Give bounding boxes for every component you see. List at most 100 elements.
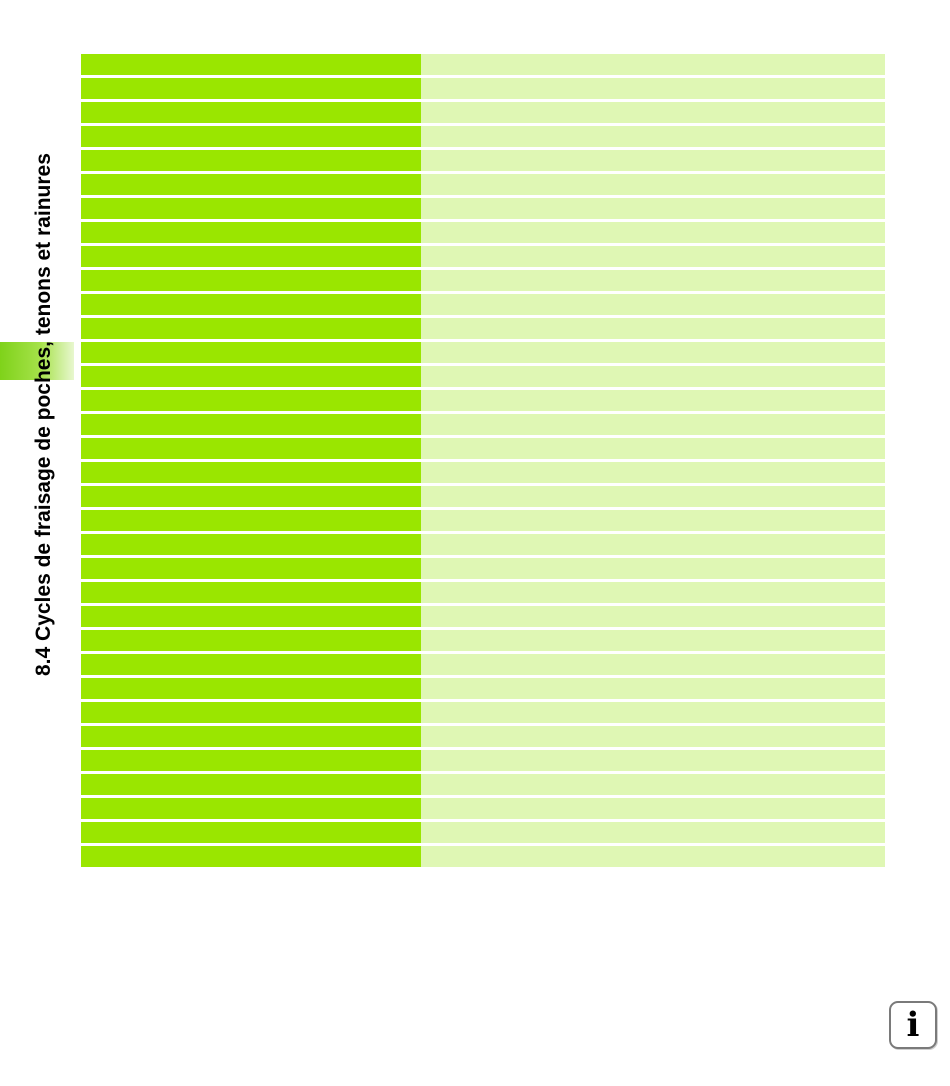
table-cell-right — [421, 414, 885, 435]
info-glyph: i — [906, 1005, 920, 1045]
table-cell-left — [81, 606, 421, 627]
table-row — [81, 390, 885, 411]
table-cell-left — [81, 438, 421, 459]
table-row — [81, 678, 885, 699]
table-cell-left — [81, 414, 421, 435]
table-cell-right — [421, 174, 885, 195]
table-cell-right — [421, 606, 885, 627]
table-cell-left — [81, 726, 421, 747]
table-row — [81, 630, 885, 651]
table-cell-left — [81, 798, 421, 819]
table-cell-left — [81, 462, 421, 483]
table-cell-left — [81, 750, 421, 771]
table-row — [81, 534, 885, 555]
chapter-title: 8.4 Cycles de fraisage de poches, tenons… — [32, 153, 55, 676]
table-cell-left — [81, 174, 421, 195]
table-cell-right — [421, 246, 885, 267]
table-cell-left — [81, 198, 421, 219]
table-row — [81, 222, 885, 243]
table-row — [81, 846, 885, 867]
table-cell-right — [421, 558, 885, 579]
table-cell-right — [421, 102, 885, 123]
table-cell-right — [421, 342, 885, 363]
table-cell-right — [421, 270, 885, 291]
table-row — [81, 342, 885, 363]
table-cell-right — [421, 534, 885, 555]
table-row — [81, 750, 885, 771]
table-cell-left — [81, 318, 421, 339]
table-cell-right — [421, 822, 885, 843]
table-row — [81, 654, 885, 675]
table-cell-right — [421, 126, 885, 147]
table-row — [81, 510, 885, 531]
table-cell-left — [81, 678, 421, 699]
table-row — [81, 726, 885, 747]
table-cell-left — [81, 246, 421, 267]
table-row — [81, 102, 885, 123]
table-cell-left — [81, 654, 421, 675]
table-cell-right — [421, 222, 885, 243]
table-row — [81, 78, 885, 99]
parameter-table — [81, 54, 885, 870]
table-cell-left — [81, 486, 421, 507]
table-cell-right — [421, 726, 885, 747]
table-cell-left — [81, 150, 421, 171]
table-row — [81, 246, 885, 267]
table-cell-left — [81, 774, 421, 795]
table-cell-right — [421, 78, 885, 99]
table-row — [81, 414, 885, 435]
table-cell-right — [421, 294, 885, 315]
table-cell-left — [81, 294, 421, 315]
table-cell-right — [421, 846, 885, 867]
table-row — [81, 822, 885, 843]
table-cell-right — [421, 198, 885, 219]
table-cell-left — [81, 822, 421, 843]
table-row — [81, 174, 885, 195]
table-cell-right — [421, 390, 885, 411]
table-cell-right — [421, 750, 885, 771]
table-row — [81, 798, 885, 819]
table-cell-right — [421, 798, 885, 819]
info-icon[interactable]: i — [889, 1001, 937, 1049]
table-cell-left — [81, 390, 421, 411]
table-row — [81, 486, 885, 507]
table-cell-right — [421, 150, 885, 171]
table-row — [81, 366, 885, 387]
table-cell-left — [81, 534, 421, 555]
table-row — [81, 198, 885, 219]
table-cell-left — [81, 78, 421, 99]
table-cell-right — [421, 462, 885, 483]
table-cell-left — [81, 102, 421, 123]
table-cell-right — [421, 318, 885, 339]
table-row — [81, 582, 885, 603]
table-row — [81, 54, 885, 75]
table-cell-right — [421, 654, 885, 675]
table-cell-right — [421, 774, 885, 795]
table-cell-right — [421, 582, 885, 603]
table-cell-left — [81, 222, 421, 243]
table-cell-right — [421, 510, 885, 531]
table-cell-left — [81, 366, 421, 387]
table-row — [81, 270, 885, 291]
table-cell-left — [81, 630, 421, 651]
table-row — [81, 702, 885, 723]
table-cell-right — [421, 438, 885, 459]
table-row — [81, 150, 885, 171]
table-row — [81, 318, 885, 339]
table-cell-right — [421, 678, 885, 699]
table-cell-left — [81, 582, 421, 603]
table-cell-right — [421, 366, 885, 387]
table-cell-left — [81, 558, 421, 579]
table-row — [81, 126, 885, 147]
table-cell-right — [421, 486, 885, 507]
table-cell-left — [81, 270, 421, 291]
table-cell-left — [81, 846, 421, 867]
table-row — [81, 606, 885, 627]
chapter-side-tab — [0, 342, 74, 380]
table-row — [81, 294, 885, 315]
table-cell-left — [81, 702, 421, 723]
table-cell-right — [421, 630, 885, 651]
table-cell-left — [81, 54, 421, 75]
table-cell-left — [81, 342, 421, 363]
table-cell-right — [421, 702, 885, 723]
